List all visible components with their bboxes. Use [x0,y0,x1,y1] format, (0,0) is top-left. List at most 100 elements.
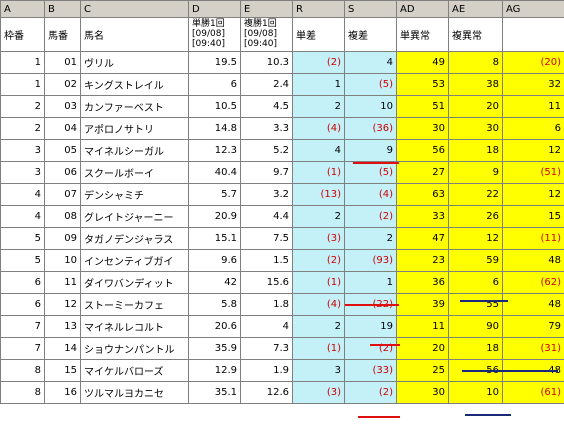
cell-ae[interactable]: 6 [448,271,503,294]
cell-e[interactable]: 3.3 [240,117,293,140]
cell-e[interactable]: 10.3 [240,51,293,74]
cell-name[interactable]: マイネルシーガル [80,139,189,162]
cell-e[interactable]: 2.4 [240,73,293,96]
cell-ae[interactable]: 30 [448,117,503,140]
cell-d[interactable]: 40.4 [188,161,241,184]
cell-name[interactable]: マイネルレコルト [80,315,189,338]
cell-waku[interactable]: 8 [0,381,45,404]
cell-ag[interactable]: 79 [502,315,564,338]
cell-waku[interactable]: 3 [0,161,45,184]
cell-ag[interactable]: 15 [502,205,564,228]
cell-name[interactable]: ストーミーカフェ [80,293,189,316]
cell-ad[interactable]: 25 [396,359,449,382]
cell-ag[interactable]: 11 [502,95,564,118]
cell-ad[interactable]: 56 [396,139,449,162]
cell-umaban[interactable]: 05 [44,139,81,162]
cell-waku[interactable]: 4 [0,183,45,206]
cell-ae[interactable]: 10 [448,381,503,404]
cell-ae[interactable]: 18 [448,139,503,162]
cell-ae[interactable]: 12 [448,227,503,250]
cell-s[interactable]: 4 [344,51,397,74]
cell-d[interactable]: 12.3 [188,139,241,162]
cell-ag[interactable]: 12 [502,183,564,206]
cell-s[interactable]: (93) [344,249,397,272]
header-win-odds[interactable]: 単勝1回 [09/08] [09:40] [188,17,241,52]
cell-e[interactable]: 9.7 [240,161,293,184]
cell-umaban[interactable]: 15 [44,359,81,382]
cell-ag[interactable]: 12 [502,139,564,162]
cell-ag[interactable]: 48 [502,293,564,316]
cell-name[interactable]: ヴリル [80,51,189,74]
cell-s[interactable]: 1 [344,271,397,294]
cell-waku[interactable]: 6 [0,293,45,316]
cell-e[interactable]: 12.6 [240,381,293,404]
cell-waku[interactable]: 2 [0,117,45,140]
cell-s[interactable]: (2) [344,381,397,404]
cell-ag[interactable]: 32 [502,73,564,96]
cell-s[interactable]: 2 [344,227,397,250]
cell-r[interactable]: (13) [292,183,345,206]
cell-e[interactable]: 4.4 [240,205,293,228]
cell-d[interactable]: 35.1 [188,381,241,404]
cell-ae[interactable]: 26 [448,205,503,228]
cell-e[interactable]: 1.5 [240,249,293,272]
cell-r[interactable]: (3) [292,227,345,250]
header-place-odds[interactable]: 複勝1回 [09/08] [09:40] [240,17,293,52]
cell-ae[interactable]: 38 [448,73,503,96]
cell-ad[interactable]: 47 [396,227,449,250]
cell-d[interactable]: 20.9 [188,205,241,228]
column-letter-c[interactable]: C [80,0,189,18]
cell-ad[interactable]: 39 [396,293,449,316]
cell-waku[interactable]: 4 [0,205,45,228]
cell-ae[interactable]: 9 [448,161,503,184]
cell-umaban[interactable]: 04 [44,117,81,140]
cell-s[interactable]: (2) [344,205,397,228]
cell-name[interactable]: カンファーベスト [80,95,189,118]
cell-ag[interactable]: (31) [502,337,564,360]
cell-ae[interactable]: 8 [448,51,503,74]
cell-umaban[interactable]: 11 [44,271,81,294]
cell-e[interactable]: 1.9 [240,359,293,382]
cell-umaban[interactable]: 16 [44,381,81,404]
header-fuku-sa[interactable]: 複差 [344,17,397,52]
cell-waku[interactable]: 5 [0,227,45,250]
cell-waku[interactable]: 6 [0,271,45,294]
cell-r[interactable]: 3 [292,359,345,382]
cell-umaban[interactable]: 01 [44,51,81,74]
cell-ae[interactable]: 55 [448,293,503,316]
cell-r[interactable]: (2) [292,249,345,272]
cell-waku[interactable]: 7 [0,337,45,360]
cell-name[interactable]: マイケルバローズ [80,359,189,382]
cell-s[interactable]: 19 [344,315,397,338]
cell-ad[interactable]: 63 [396,183,449,206]
header-waku[interactable]: 枠番 [0,17,45,52]
cell-umaban[interactable]: 10 [44,249,81,272]
cell-d[interactable]: 9.6 [188,249,241,272]
cell-d[interactable]: 5.7 [188,183,241,206]
header-ag[interactable] [502,17,564,52]
cell-r[interactable]: 2 [292,205,345,228]
column-letter-s[interactable]: S [344,0,397,18]
cell-name[interactable]: ツルマルヨカニセ [80,381,189,404]
cell-ad[interactable]: 23 [396,249,449,272]
cell-umaban[interactable]: 03 [44,95,81,118]
cell-ag[interactable]: (20) [502,51,564,74]
cell-ae[interactable]: 59 [448,249,503,272]
cell-waku[interactable]: 1 [0,51,45,74]
cell-waku[interactable]: 3 [0,139,45,162]
cell-d[interactable]: 12.9 [188,359,241,382]
cell-d[interactable]: 10.5 [188,95,241,118]
cell-s[interactable]: 9 [344,139,397,162]
cell-umaban[interactable]: 02 [44,73,81,96]
cell-umaban[interactable]: 12 [44,293,81,316]
cell-r[interactable]: 2 [292,315,345,338]
cell-umaban[interactable]: 07 [44,183,81,206]
cell-waku[interactable]: 1 [0,73,45,96]
cell-ae[interactable]: 20 [448,95,503,118]
column-letter-ag[interactable]: AG [502,0,564,18]
cell-ag[interactable]: (61) [502,381,564,404]
cell-e[interactable]: 5.2 [240,139,293,162]
cell-ad[interactable]: 51 [396,95,449,118]
cell-e[interactable]: 3.2 [240,183,293,206]
cell-name[interactable]: インセンティブガイ [80,249,189,272]
